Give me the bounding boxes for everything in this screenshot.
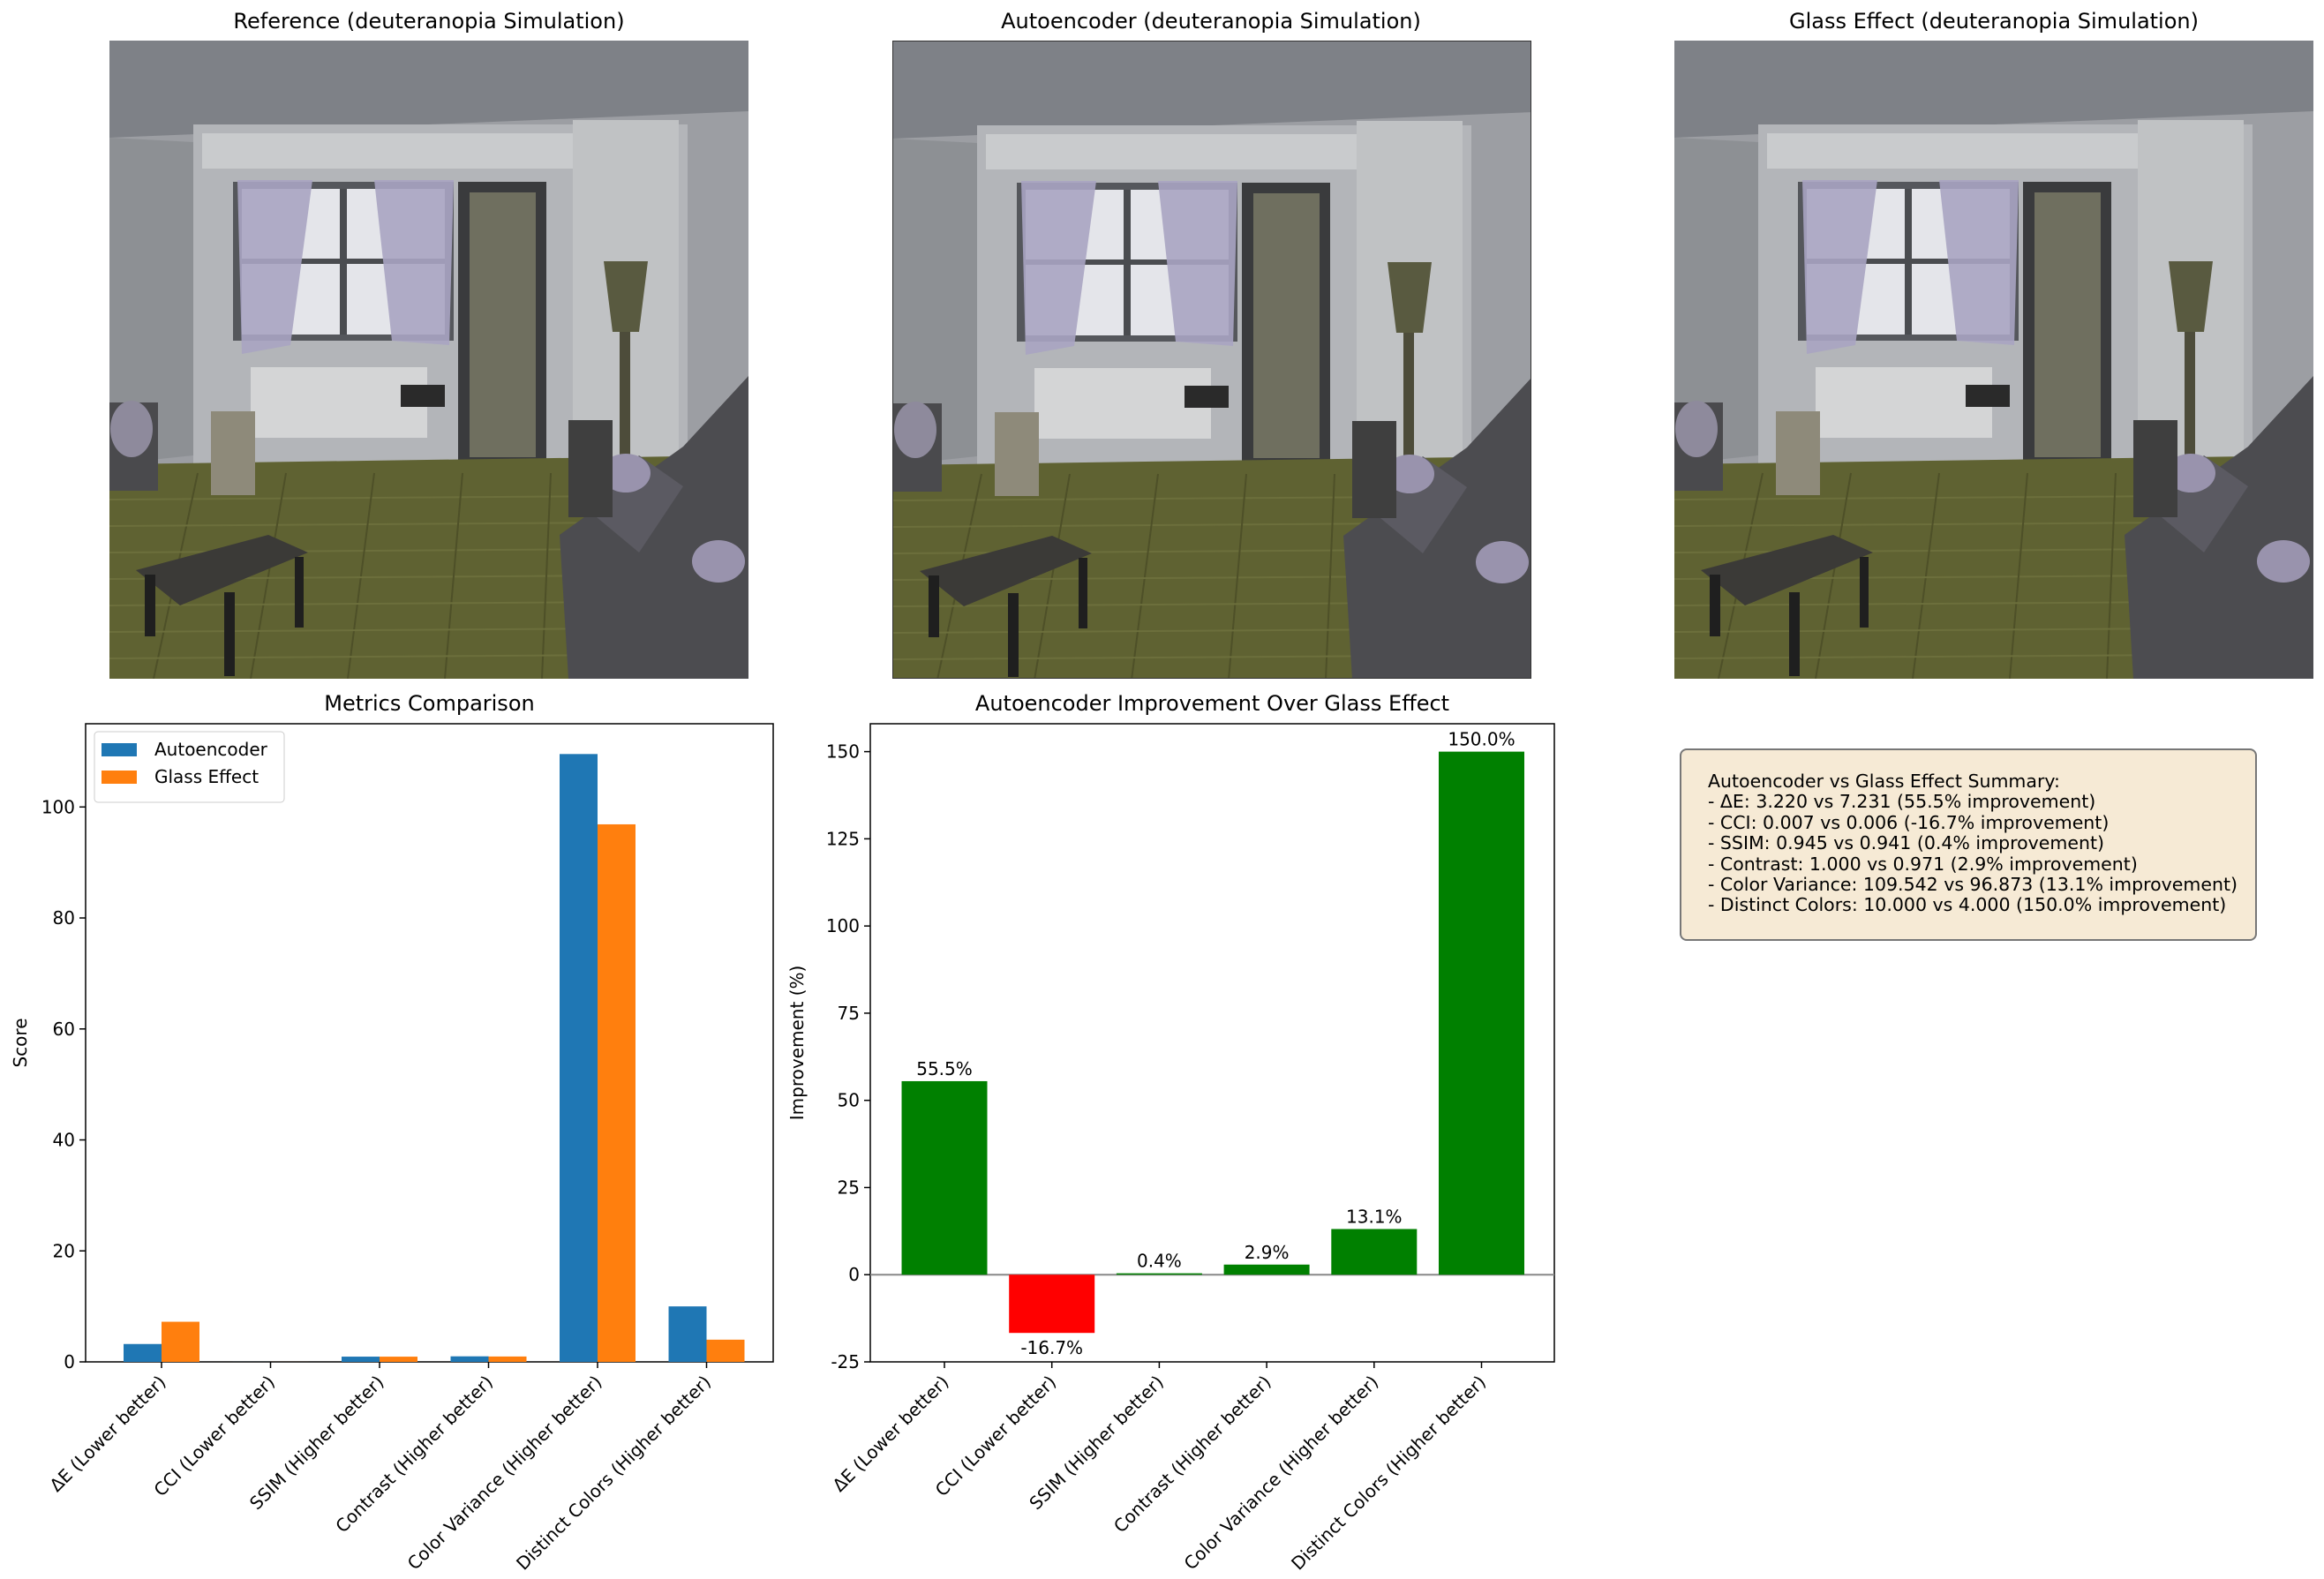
bar-autoencoder [450, 1356, 489, 1362]
bar-autoencoder [124, 1343, 162, 1362]
bar-glass-effect [706, 1339, 745, 1362]
improvement-bar [1009, 1274, 1095, 1334]
right-curtain [1158, 181, 1237, 346]
y-tick-label: 0 [848, 1264, 860, 1285]
improvement-chart: Autoencoder Improvement Over Glass Effec… [786, 691, 1555, 1575]
improvement-bar [1439, 751, 1524, 1275]
y-tick-label: 20 [53, 1240, 75, 1261]
ceiling [893, 41, 1531, 139]
ceiling [109, 41, 748, 138]
coffee-table [1701, 535, 1873, 605]
radiator [1034, 368, 1211, 439]
cushion [601, 454, 651, 492]
bar-value-label: 2.9% [1245, 1242, 1290, 1263]
radiator [1816, 367, 1992, 438]
chart-title: Autoencoder Improvement Over Glass Effec… [975, 691, 1449, 716]
y-tick-label: 25 [838, 1177, 860, 1198]
x-tick-label: Distinct Colors (Higher better) [1287, 1372, 1490, 1575]
vase [1403, 324, 1414, 474]
metrics-comparison-chart: Metrics Comparison 0 20 40 60 80 100 Score ΔE (L… [10, 691, 774, 1575]
bar-glass-effect [488, 1356, 527, 1362]
bar-autoencoder [668, 1306, 707, 1362]
x-tick-label: CCI (Lower better) [931, 1372, 1061, 1501]
y-tick-label: 50 [838, 1090, 860, 1111]
plot-frame [85, 723, 774, 1363]
summary-box: Autoencoder vs Glass Effect Summary: - ΔE… [1680, 748, 2257, 941]
legend-swatch [102, 771, 137, 784]
summary-line: - Contrast: 1.000 vs 0.971 (2.9% improve… [1708, 853, 2138, 875]
y-tick-label: 125 [826, 828, 860, 849]
cushion [2257, 540, 2310, 583]
improvement-bar [1223, 1264, 1310, 1275]
improvement-bar [1116, 1273, 1202, 1275]
coffee-table [920, 536, 1092, 606]
x-tick-label: Color Variance (Higher better) [403, 1372, 606, 1575]
bar-value-label: 0.4% [1137, 1251, 1182, 1272]
lantern [1776, 411, 1820, 495]
bar-glass-effect [162, 1321, 199, 1362]
summary-line: - CCI: 0.007 vs 0.006 (-16.7% improvemen… [1708, 811, 2110, 833]
y-tick-label: 80 [53, 907, 75, 929]
plot-frame [869, 723, 1555, 1363]
y-tick-label: 150 [826, 741, 860, 763]
cushion [2166, 454, 2215, 492]
bar-value-label: -16.7% [1020, 1337, 1083, 1358]
y-tick-label: -25 [831, 1351, 860, 1372]
autoencoder-image [892, 41, 1531, 679]
cushion [1476, 541, 1529, 583]
x-tick-label: CCI (Lower better) [149, 1372, 279, 1501]
summary-line: Autoencoder vs Glass Effect Summary: [1708, 771, 2060, 792]
bar-value-label: 150.0% [1448, 729, 1515, 750]
right-curtain [1939, 180, 2019, 345]
summary-line: - Distinct Colors: 10.000 vs 4.000 (150.… [1708, 894, 2227, 916]
left-curtain [1021, 181, 1096, 355]
legend: Autoencoder Glass Effect [94, 731, 285, 803]
vase [2185, 323, 2195, 473]
x-tick-label: ΔE (Lower better) [45, 1372, 169, 1496]
improvement-bar [1331, 1229, 1418, 1275]
reference-panel-title: Reference (deuteranopia Simulation) [233, 9, 625, 34]
left-curtain [237, 180, 312, 354]
improvement-bar [901, 1080, 988, 1275]
radiator [251, 367, 427, 438]
bar-glass-effect [598, 823, 636, 1362]
reference-image [109, 41, 748, 679]
cushion [692, 540, 745, 583]
cushion [1385, 455, 1434, 493]
vase [620, 323, 630, 473]
glass-effect-image [1674, 41, 2313, 679]
bar-value-label: 55.5% [916, 1058, 973, 1079]
autoencoder-panel-title: Autoencoder (deuteranopia Simulation) [1001, 9, 1421, 34]
legend-swatch [102, 743, 137, 756]
y-tick-label: 60 [53, 1019, 75, 1040]
ceiling [1674, 41, 2313, 138]
coffee-table [136, 535, 308, 605]
y-tick-label: 40 [53, 1130, 75, 1151]
summary-line: - SSIM: 0.945 vs 0.941 (0.4% improvement… [1708, 832, 2104, 854]
legend-label: Autoencoder [154, 739, 268, 760]
summary-line: - ΔE: 3.220 vs 7.231 (55.5% improvement) [1708, 791, 2096, 813]
left-curtain [1802, 180, 1877, 354]
bar-glass-effect [380, 1357, 417, 1362]
lantern [995, 412, 1039, 496]
y-tick-label: 100 [826, 915, 860, 936]
lantern [211, 411, 255, 495]
y-tick-label: 75 [838, 1003, 860, 1024]
x-tick-label: Distinct Colors (Higher better) [512, 1372, 715, 1575]
y-tick-label: 100 [41, 796, 75, 817]
y-axis-label: Improvement (%) [786, 966, 808, 1121]
bar-value-label: 13.1% [1346, 1206, 1403, 1227]
summary-line: - Color Variance: 109.542 vs 96.873 (13.… [1708, 874, 2238, 896]
bar-autoencoder [342, 1357, 380, 1362]
chart-title: Metrics Comparison [324, 691, 534, 716]
y-tick-label: 0 [64, 1351, 75, 1372]
x-tick-label: Color Variance (Higher better) [1180, 1372, 1383, 1575]
y-axis-label: Score [10, 1018, 31, 1067]
legend-label: Glass Effect [154, 766, 259, 787]
x-tick-label: ΔE (Lower better) [828, 1372, 952, 1496]
right-curtain [374, 180, 454, 345]
glass-panel-title: Glass Effect (deuteranopia Simulation) [1789, 9, 2199, 34]
bar-autoencoder [560, 754, 598, 1362]
